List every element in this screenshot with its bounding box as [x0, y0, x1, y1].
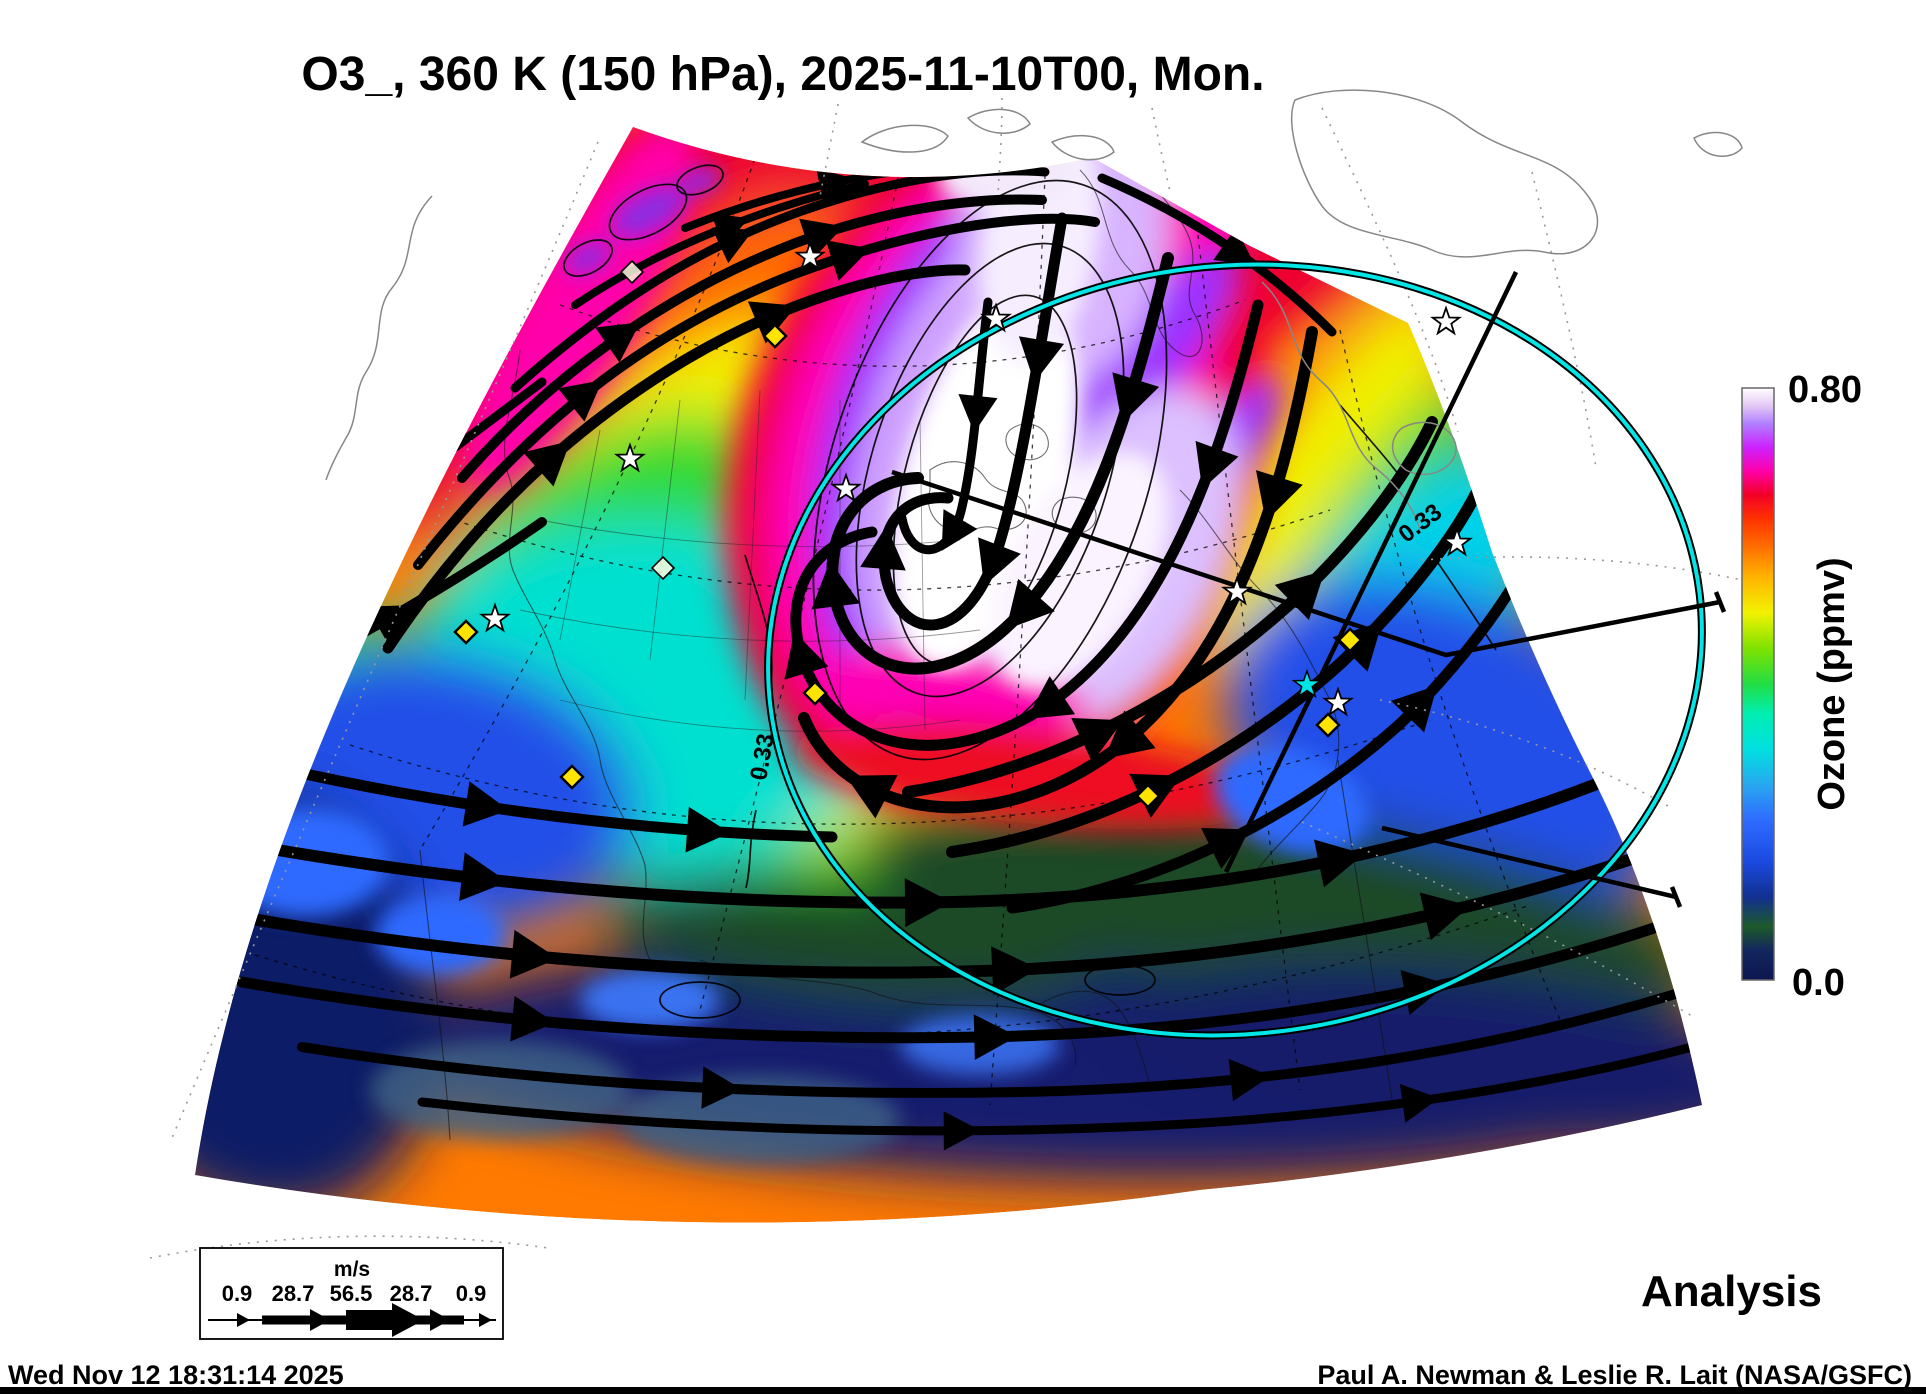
streamline-arrowhead	[1006, 578, 1055, 630]
cyan-star-marker	[1291, 668, 1323, 699]
streamline-arrowhead	[366, 605, 412, 644]
colorbar-axis-label: Ozone (ppmv)	[1811, 557, 1853, 810]
streamline-arrowhead	[509, 929, 559, 979]
streamline-arrowhead	[523, 440, 571, 487]
colorbar-max-label: 0.80	[1788, 369, 1862, 411]
wind-scale-glyph	[208, 1303, 496, 1337]
star-marker	[794, 240, 826, 271]
track-lines	[891, 271, 1727, 908]
star-marker	[980, 302, 1012, 333]
streamline-arrowhead	[1104, 710, 1156, 759]
streamline-arrowhead	[1390, 685, 1438, 733]
streamline-arrowhead	[462, 781, 509, 827]
timestamp: Wed Nov 12 18:31:14 2025	[8, 1360, 344, 1390]
streamline-arrowhead	[845, 774, 898, 819]
streamline-arrowhead	[784, 631, 829, 680]
streamline-arrowhead	[595, 322, 641, 363]
streamline-arrowhead	[1201, 828, 1250, 870]
streamline	[1097, 173, 1337, 337]
outside-coastlines	[325, 89, 1743, 531]
streamline-arrowhead	[1419, 892, 1471, 941]
open-diamond-marker	[650, 555, 676, 581]
streamline-arrowhead	[510, 995, 556, 1042]
streamline-arrowhead	[459, 852, 508, 901]
streamline-arrowhead	[1213, 227, 1255, 265]
star-marker	[830, 472, 862, 503]
colorbar: 0.80 0.0 Ozone (ppmv)	[1741, 369, 1862, 1004]
streamline-arrowhead	[1313, 839, 1365, 888]
streamline-arrowhead	[958, 394, 998, 433]
streamline	[382, 264, 971, 654]
streamline	[246, 756, 838, 843]
streamline-arrowhead	[904, 878, 952, 928]
streamline-arrowhead	[701, 1066, 743, 1109]
wind-speed-value: 0.9	[456, 1281, 487, 1306]
streamline-arrowhead	[1228, 1058, 1271, 1102]
colorbar-min-label: 0.0	[1792, 962, 1845, 1004]
credit: Paul A. Newman & Leslie R. Lait (NASA/GS…	[1317, 1360, 1912, 1390]
diamond-marker	[1315, 712, 1341, 738]
station-markers	[453, 240, 1473, 809]
streamline-arrowhead	[973, 1014, 1018, 1061]
open-diamond-marker	[619, 259, 645, 285]
page-title: O3_, 360 K (150 hPa), 2025-11-10T00, Mon…	[301, 48, 1264, 101]
streamline-arrowhead	[710, 213, 750, 248]
streamline	[790, 299, 1264, 751]
star-marker	[479, 602, 511, 633]
streamline-arrowhead	[557, 380, 603, 422]
streamline-arrowhead	[1112, 372, 1160, 424]
streamline-arrowhead	[991, 946, 1039, 996]
ozone-field	[195, 127, 1702, 1223]
wind-speed-value: 28.7	[272, 1281, 315, 1306]
streamline-arrowhead	[747, 301, 797, 344]
wind-speed-legend: m/s 0.9 28.7 56.5 28.7 0.9	[199, 1247, 504, 1340]
streamline	[826, 252, 1174, 675]
star-marker	[1221, 575, 1253, 606]
streamline-arrowhead	[943, 1111, 981, 1151]
diamond-marker	[802, 680, 828, 706]
streamline-arrowhead	[1018, 336, 1065, 383]
streamline-arrowhead	[1256, 470, 1303, 522]
streamline-arrowhead	[941, 509, 978, 551]
streamline	[457, 194, 1047, 483]
bottom-border	[0, 1387, 1926, 1394]
diamond-marker	[453, 619, 479, 645]
diamond-marker	[1337, 627, 1363, 653]
streamline-arrowhead	[825, 240, 871, 281]
wind-legend-unit: m/s	[334, 1258, 370, 1281]
diamond-marker	[559, 764, 585, 790]
diamond-marker	[1135, 783, 1161, 809]
star-marker	[1441, 526, 1473, 557]
wind-speed-value: 56.5	[330, 1281, 373, 1306]
streamline-arrowhead	[1274, 570, 1325, 620]
streamline	[897, 297, 993, 555]
colorbar-gradient	[1741, 387, 1775, 981]
streamline	[413, 213, 1100, 570]
streamline-arrowhead	[1071, 718, 1124, 763]
wind-speed-value: 28.7	[390, 1281, 433, 1306]
wind-speed-value: 0.9	[222, 1281, 253, 1306]
streamline-arrowhead	[816, 167, 854, 204]
streamline-arrowhead	[1399, 1083, 1440, 1123]
star-marker	[614, 442, 646, 473]
streamline-arrowhead	[1195, 440, 1239, 490]
streamline	[226, 776, 1608, 909]
diamond-marker	[762, 323, 788, 349]
streamline-arrowhead	[978, 537, 1021, 586]
streamline-arrowhead	[685, 806, 731, 853]
range-circle	[764, 260, 1706, 1040]
analysis-label: Analysis	[1641, 1267, 1822, 1316]
star-marker	[1322, 686, 1354, 717]
star-marker	[1430, 305, 1462, 336]
streamline	[1006, 556, 1533, 914]
streamline	[902, 416, 1438, 798]
streamline-arrowhead	[1282, 200, 1324, 238]
streamline-arrowhead	[811, 560, 861, 610]
streamline	[417, 1042, 1697, 1136]
streamline-arrowhead	[860, 525, 906, 571]
streamline-arrowhead	[1026, 676, 1076, 720]
streamline	[297, 987, 1687, 1098]
